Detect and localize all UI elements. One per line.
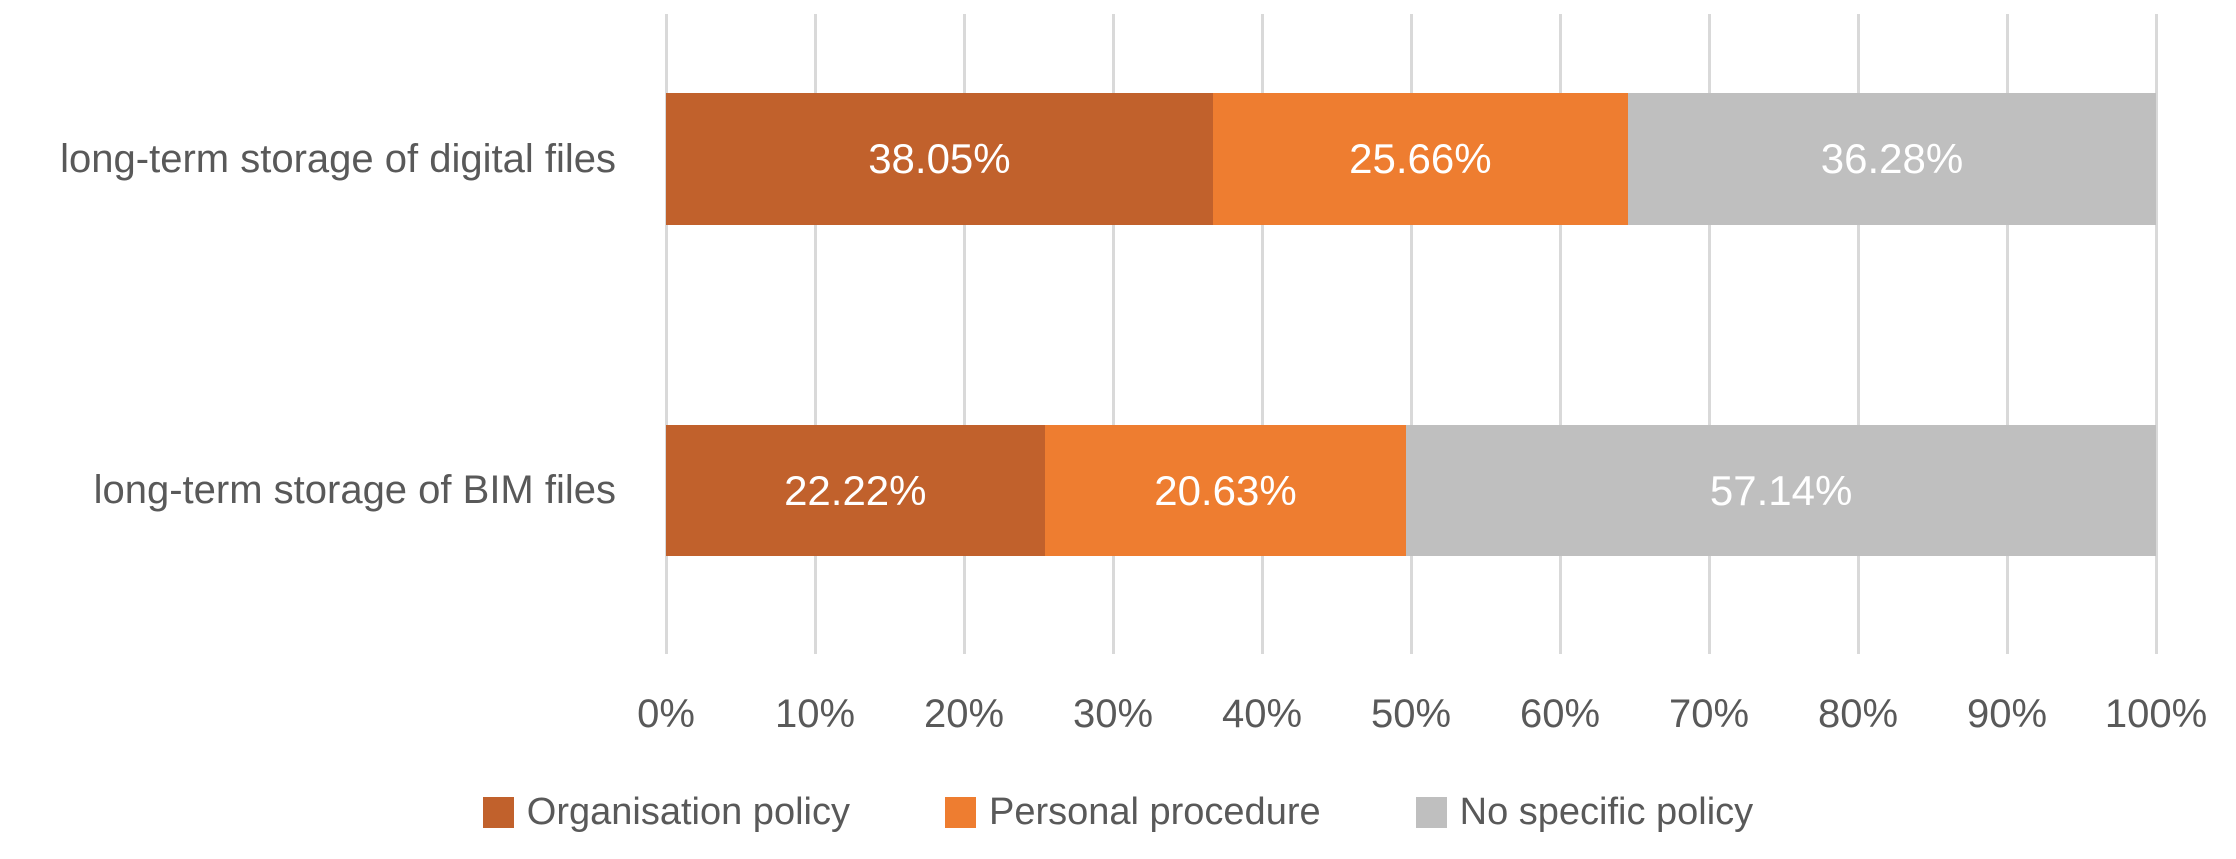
gridline-0: [665, 14, 668, 654]
legend-swatch-no-specific-policy: [1415, 796, 1447, 828]
gridline-20: [963, 14, 966, 654]
gridline-30: [1112, 14, 1115, 654]
legend-item-no-specific-policy: No specific policy: [1415, 790, 1754, 834]
x-tick-30: 30%: [1072, 692, 1154, 736]
x-tick-0: 0%: [637, 692, 695, 736]
gridline-80: [1857, 14, 1860, 654]
legend-label: Organisation policy: [526, 791, 850, 833]
bar-segment-bim-no-specific-policy: 57.14%: [1406, 425, 2156, 556]
legend-item-personal-procedure: Personal procedure: [944, 790, 1321, 834]
bar-segment-bim-organisation-policy: 22.22%: [666, 425, 1045, 556]
legend-swatch-organisation-policy: [482, 796, 514, 828]
gridline-10: [814, 14, 817, 654]
x-tick-90: 90%: [1966, 692, 2048, 736]
legend-label: Personal procedure: [988, 791, 1321, 833]
x-tick-80: 80%: [1817, 692, 1899, 736]
category-label-bim-files: long-term storage of BIM files: [93, 468, 616, 512]
bar-digital-files: 38.05% 25.66% 36.28%: [666, 93, 2156, 225]
gridline-90: [2006, 14, 2009, 654]
bar-segment-bim-personal-procedure: 20.63%: [1044, 425, 1407, 556]
data-label: 36.28%: [1820, 135, 1964, 182]
x-tick-70: 70%: [1668, 692, 1750, 736]
legend-swatch-personal-procedure: [944, 796, 976, 828]
x-tick-20: 20%: [923, 692, 1005, 736]
gridline-100: [2155, 14, 2158, 654]
bar-segment-digital-organisation-policy: 38.05%: [666, 93, 1213, 225]
data-label: 25.66%: [1349, 135, 1492, 182]
x-tick-40: 40%: [1221, 692, 1303, 736]
data-label: 57.14%: [1709, 466, 1853, 514]
gridline-50: [1410, 14, 1413, 654]
x-tick-60: 60%: [1519, 692, 1601, 736]
gridline-40: [1261, 14, 1264, 654]
bar-segment-digital-personal-procedure: 25.66%: [1212, 93, 1628, 225]
data-label: 22.22%: [784, 466, 927, 514]
legend: Organisation policy Personal procedure N…: [0, 790, 2236, 834]
legend-item-organisation-policy: Organisation policy: [482, 790, 850, 834]
bar-segment-digital-no-specific-policy: 36.28%: [1627, 93, 2156, 225]
x-tick-10: 10%: [774, 692, 856, 736]
legend-label: No specific policy: [1459, 791, 1754, 833]
bar-bim-files: 22.22% 20.63% 57.14%: [666, 425, 2156, 556]
x-tick-100: 100%: [2104, 692, 2208, 736]
data-label: 20.63%: [1154, 466, 1297, 514]
x-axis: 0% 10% 20% 30% 40% 50% 60% 70% 80% 90% 1…: [637, 692, 2207, 740]
category-label-digital-files: long-term storage of digital files: [60, 137, 616, 181]
data-label: 38.05%: [868, 135, 1011, 182]
plot-area: 38.05% 25.66% 36.28% 22.22% 20.63% 57.14…: [665, 14, 2158, 654]
x-tick-50: 50%: [1370, 692, 1452, 736]
gridline-60: [1559, 14, 1562, 654]
gridline-70: [1708, 14, 1711, 654]
